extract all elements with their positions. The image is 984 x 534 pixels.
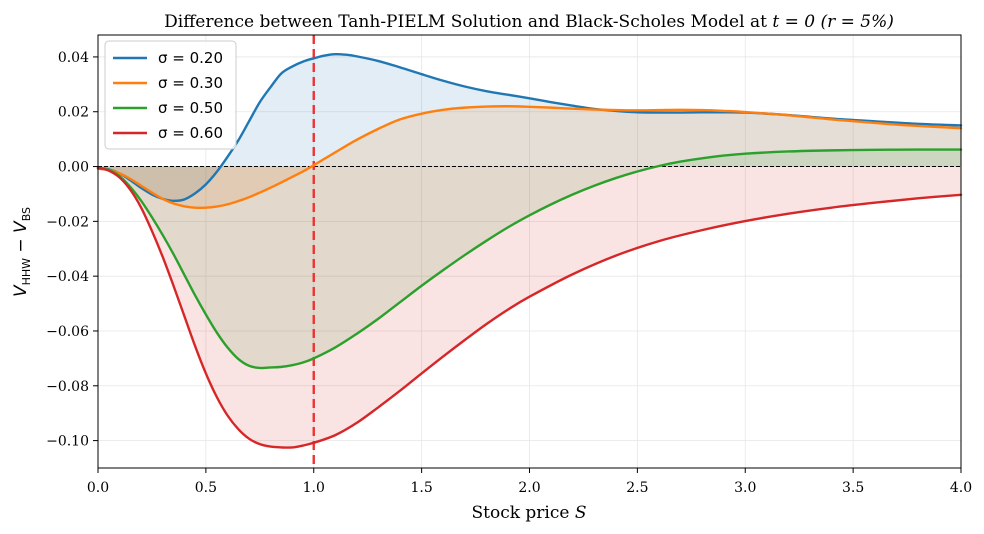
y-tick-label: 0.00	[58, 160, 89, 176]
series-fill-1	[98, 106, 961, 208]
y-tick-label: −0.10	[46, 434, 89, 450]
series-line-0	[96, 52, 963, 203]
x-tick-label: 3.0	[734, 480, 756, 496]
y-tick-label: −0.02	[46, 214, 89, 230]
y-tick-label: −0.04	[46, 269, 89, 285]
x-tick-label: 3.5	[842, 480, 864, 496]
x-tick-label: 4.0	[950, 480, 972, 496]
series-lines	[96, 52, 963, 449]
y-tick-label: −0.08	[46, 379, 89, 395]
legend: σ = 0.20 σ = 0.30 σ = 0.50 σ = 0.60	[104, 40, 237, 150]
x-axis-label-text: Stock price	[471, 503, 574, 523]
title-t-expr: t = 0	[772, 12, 815, 32]
title-prefix: Difference between Tanh-PIELM Solution a…	[164, 12, 772, 32]
x-tick-label: 1.5	[410, 480, 432, 496]
chart-title: Difference between Tanh-PIELM Solution a…	[164, 12, 894, 32]
reference-lines	[98, 35, 961, 468]
x-tick-label: 0.0	[87, 480, 109, 496]
series-line-1	[96, 105, 963, 210]
legend-label-1: σ = 0.30	[158, 74, 223, 92]
title-r-expr: (r = 5%)	[820, 12, 893, 32]
x-axis-label-var: S	[575, 503, 587, 523]
y-axis-label: VHHW − VBS	[11, 207, 33, 297]
legend-box	[104, 40, 237, 150]
x-tick-label: 1.0	[303, 480, 325, 496]
y-tick-label: 0.02	[58, 105, 89, 121]
x-tick-label: 2.5	[626, 480, 648, 496]
y-tick-label: 0.04	[58, 50, 89, 66]
legend-label-3: σ = 0.60	[158, 124, 223, 142]
x-tick-label: 0.5	[195, 480, 217, 496]
series-line-3	[96, 166, 963, 449]
x-tick-label: 2.0	[518, 480, 540, 496]
x-axis-label: Stock price S	[471, 503, 586, 523]
legend-label-0: σ = 0.20	[158, 49, 223, 67]
axis-ticks: 0.0 0.5 1.0 1.5 2.0 2.5 3.0 3.5 4.0 0.04 0.02 0.00 −…	[46, 50, 972, 496]
series-line-2	[96, 148, 963, 370]
legend-label-2: σ = 0.50	[158, 99, 223, 117]
y-tick-label: −0.06	[46, 324, 89, 340]
svg-text:VHHW − VBS: VHHW − VBS	[11, 207, 33, 297]
